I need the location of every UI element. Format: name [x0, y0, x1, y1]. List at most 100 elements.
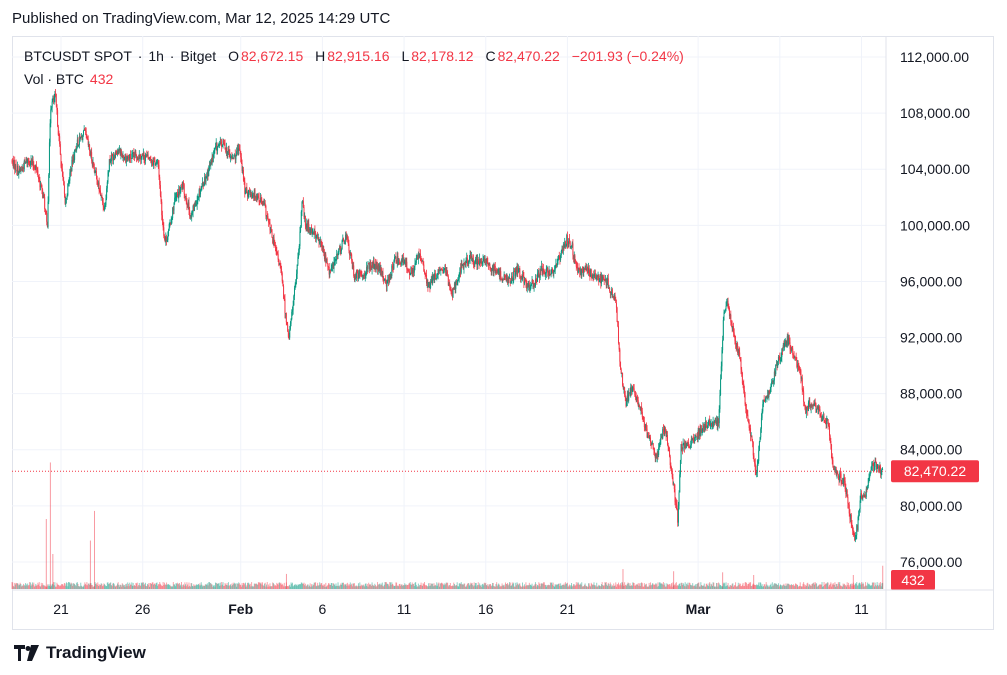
volume-bar	[704, 586, 706, 589]
volume-bar	[225, 584, 227, 589]
volume-bar	[511, 585, 513, 589]
candle-body	[311, 232, 313, 233]
volume-bar	[297, 584, 299, 589]
volume-bar	[826, 583, 828, 589]
volume-bar	[654, 584, 656, 589]
volume-bar	[441, 582, 443, 589]
candle-body	[854, 535, 856, 541]
candle-body	[180, 186, 182, 191]
volume-bar	[222, 582, 224, 589]
candle-body	[719, 395, 721, 410]
volume-bar	[620, 585, 622, 589]
candle-body	[708, 419, 710, 425]
volume-bar	[547, 584, 549, 589]
candle-body	[703, 426, 705, 428]
volume-bar	[805, 584, 807, 589]
candle-body	[122, 155, 124, 158]
volume-bar-spike	[93, 510, 95, 589]
candle-body	[571, 245, 573, 247]
volume-bar	[830, 582, 832, 589]
volume-bar	[243, 583, 245, 589]
volume-bar	[370, 584, 372, 589]
volume-bar	[745, 582, 747, 589]
volume-bar	[41, 585, 43, 589]
chart-frame[interactable]	[12, 36, 994, 630]
time-tick-label: 16	[478, 601, 494, 617]
volume-bar	[484, 583, 486, 589]
candle-body	[790, 348, 792, 351]
volume-bar	[475, 582, 477, 589]
volume-bar	[72, 585, 74, 589]
candle-body	[525, 280, 527, 283]
volume-bar	[158, 584, 160, 589]
volume-bar	[672, 582, 674, 589]
volume-bar	[839, 585, 841, 589]
candle-body	[549, 269, 551, 275]
candle-body	[694, 434, 696, 438]
volume-bar	[131, 582, 133, 589]
volume-bar	[279, 582, 281, 589]
candle-body	[615, 300, 617, 303]
candle-body	[293, 296, 295, 306]
volume-bar	[605, 582, 607, 589]
volume-bar	[626, 585, 628, 589]
volume-bar	[30, 585, 32, 589]
candle-body	[343, 241, 345, 244]
candle-body	[787, 336, 789, 345]
tradingview-brand[interactable]: TradingView	[14, 642, 146, 664]
volume-bar	[353, 583, 355, 589]
volume-bar	[829, 583, 831, 589]
candle-body	[222, 140, 224, 146]
volume-bar	[558, 583, 560, 589]
volume-bar	[420, 582, 422, 589]
candle-body	[877, 466, 879, 468]
volume-bar-spike	[722, 572, 724, 589]
candle-body	[653, 449, 655, 451]
volume-bar	[348, 585, 350, 589]
candle-body	[441, 268, 443, 270]
volume-bar	[478, 585, 480, 589]
volume-bar	[276, 582, 278, 589]
volume-bar	[75, 586, 77, 589]
candle-body	[142, 153, 144, 156]
candle-body	[306, 223, 308, 228]
volume-bar	[602, 585, 604, 589]
candle-body	[466, 257, 468, 261]
volume-bar	[251, 582, 253, 589]
candle-body	[797, 364, 799, 367]
volume-bar	[417, 586, 419, 589]
candle-body	[843, 477, 845, 484]
volume-bar	[444, 585, 446, 589]
volume-bar	[502, 585, 504, 589]
candle-body	[375, 264, 377, 270]
candle-body	[25, 161, 27, 163]
candle-body	[50, 107, 52, 110]
volume-bars	[11, 462, 884, 589]
volume-bar	[607, 582, 609, 589]
volume-bar	[725, 582, 727, 589]
candle-body	[835, 469, 837, 471]
volume-bar	[716, 582, 718, 589]
candle-body	[738, 349, 740, 353]
candle-body	[554, 268, 556, 271]
candle-body	[421, 260, 423, 262]
candle-body	[116, 153, 118, 155]
volume-bar	[635, 585, 637, 589]
volume-bar	[681, 585, 683, 589]
candle-body	[94, 171, 96, 173]
candle-body	[134, 156, 136, 158]
candle-body	[832, 460, 834, 468]
candle-body	[619, 349, 621, 362]
candle-body	[624, 395, 626, 398]
volume-bar	[462, 584, 464, 589]
volume-bar	[801, 586, 803, 589]
volume-bar	[483, 585, 485, 589]
volume-value: 432	[89, 71, 114, 87]
volume-bar	[869, 585, 871, 589]
candle-body	[239, 149, 241, 152]
candle-body	[676, 504, 678, 510]
candle-body	[333, 261, 335, 269]
volume-bar	[314, 582, 316, 589]
volume-bar	[852, 583, 854, 589]
